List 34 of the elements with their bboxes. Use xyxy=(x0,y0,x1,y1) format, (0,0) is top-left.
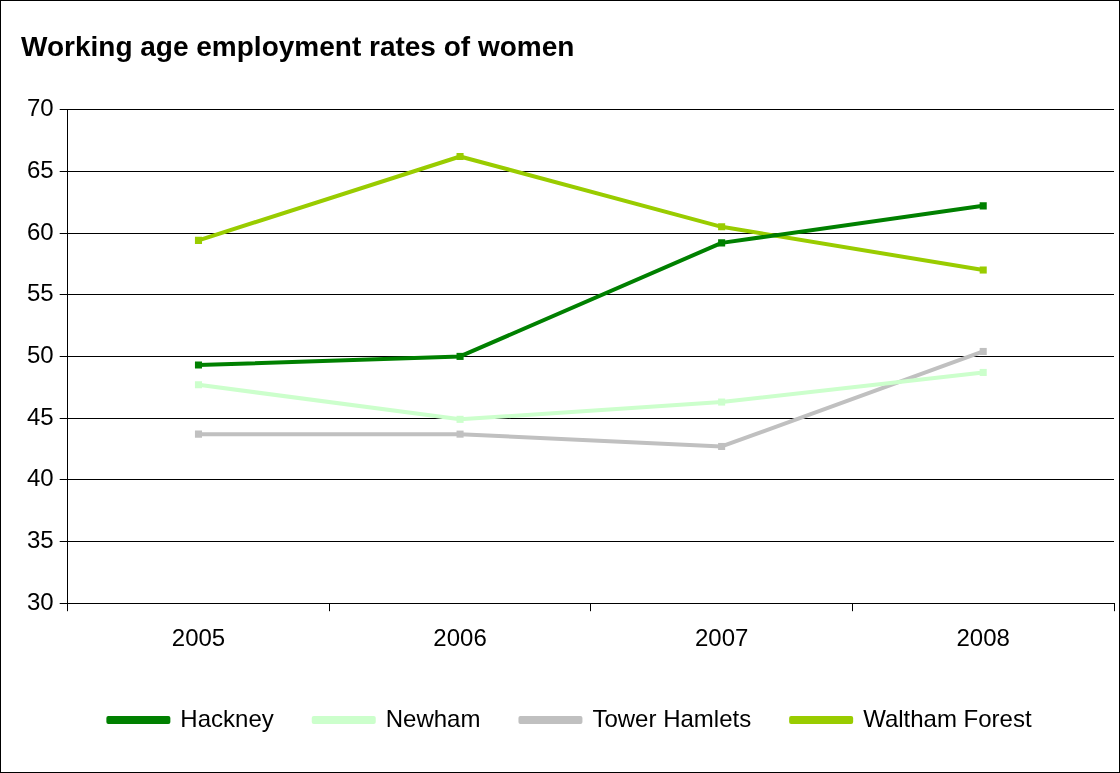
point xyxy=(718,239,726,247)
point xyxy=(194,361,203,369)
y-tick-label: 50 xyxy=(26,341,54,369)
x-tick-label: 2008 xyxy=(956,624,1010,652)
legend-label: Hackney xyxy=(180,704,274,732)
point xyxy=(194,381,203,389)
point xyxy=(456,430,464,438)
point xyxy=(979,347,987,355)
point xyxy=(456,352,464,360)
point xyxy=(718,442,726,451)
x-tick-label: 2006 xyxy=(433,624,487,652)
point xyxy=(194,430,203,438)
point xyxy=(456,152,464,161)
point xyxy=(718,398,726,406)
y-tick-label: 65 xyxy=(26,155,54,183)
point xyxy=(456,415,464,423)
point xyxy=(979,266,987,274)
point xyxy=(718,223,726,231)
legend-label: Tower Hamlets xyxy=(592,704,752,732)
chart-title: Working age employment rates of women xyxy=(21,30,575,62)
y-tick-label: 55 xyxy=(26,279,54,307)
y-tick-label: 70 xyxy=(26,94,54,122)
legend-label: Waltham Forest xyxy=(863,704,1032,732)
x-tick-label: 2005 xyxy=(171,624,226,652)
y-tick-label: 45 xyxy=(26,402,54,430)
y-tick-label: 60 xyxy=(26,217,54,245)
y-tick-label: 30 xyxy=(26,587,54,615)
point xyxy=(194,236,203,244)
y-tick-label: 40 xyxy=(26,464,54,492)
x-tick-label: 2007 xyxy=(694,624,749,652)
legend-label: Newham xyxy=(385,704,481,732)
point xyxy=(979,202,987,210)
y-tick-label: 35 xyxy=(26,526,54,554)
point xyxy=(979,368,987,376)
